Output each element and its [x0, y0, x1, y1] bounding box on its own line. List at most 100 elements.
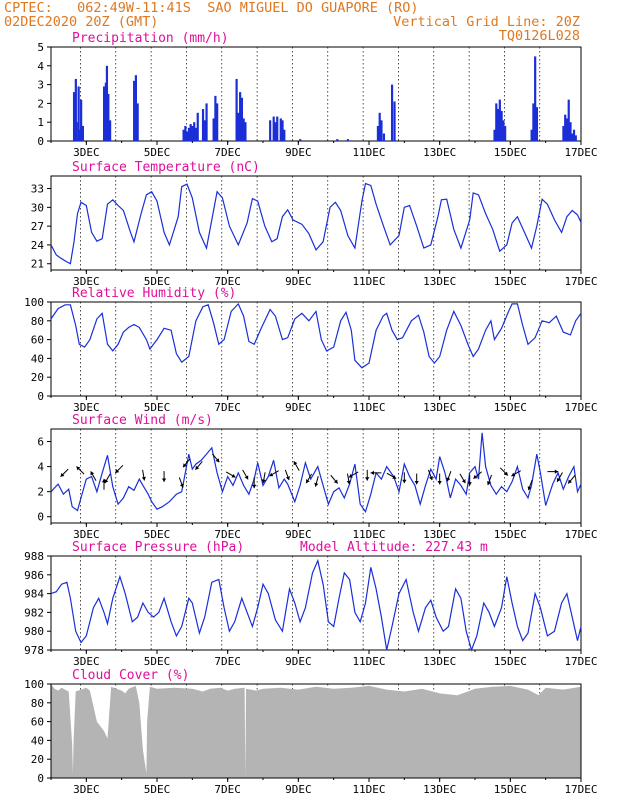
wind-arrowhead — [473, 474, 478, 479]
wind-arrowhead — [261, 479, 266, 483]
panel-2-xtick-label: 9DEC — [285, 275, 312, 288]
panel-5-xtick-label: 17DEC — [564, 655, 597, 668]
panel-3-ytick-label: 80 — [31, 315, 44, 328]
panel-4-ytick-label: 6 — [37, 436, 44, 449]
precip-bar — [281, 120, 284, 141]
precip-bar — [242, 118, 245, 141]
panel-6-ytick-label: 40 — [31, 734, 44, 747]
precip-bar — [214, 95, 217, 141]
precip-bar — [504, 125, 507, 141]
wind-arrowhead — [314, 482, 319, 487]
wind-arrowhead — [252, 484, 257, 489]
panel-5-xtick-label: 11DEC — [352, 655, 385, 668]
precip-bar — [574, 135, 577, 141]
wind-arrowhead — [554, 469, 559, 474]
panel-2-ytick-label: 24 — [31, 239, 45, 252]
precip-bar — [216, 103, 219, 141]
precip-bar — [77, 86, 80, 141]
wind-arrowhead — [392, 475, 397, 479]
precip-bar — [376, 125, 380, 141]
panel-1-title: Precipitation (mm/h) — [72, 31, 229, 46]
wind-arrowhead — [568, 479, 572, 484]
panel-1-xtick-label: 11DEC — [352, 146, 385, 159]
precip-bar — [136, 103, 139, 141]
panel-5-ytick-label: 986 — [24, 569, 44, 582]
panel-1-xtick-label: 9DEC — [285, 146, 312, 159]
panel-2-frame — [50, 175, 582, 271]
precip-bar — [196, 112, 199, 141]
panel-5-ytick-label: 982 — [24, 606, 44, 619]
precip-bar — [187, 127, 190, 141]
panel-1-ytick-label: 4 — [37, 60, 44, 73]
precip-bar — [182, 129, 185, 141]
precip-bar — [382, 133, 386, 141]
precip-bar — [134, 75, 137, 141]
panel-4-xtick-label: 5DEC — [144, 528, 171, 541]
panel-2-ytick-label: 27 — [31, 220, 44, 233]
wind-arrowhead — [306, 479, 310, 484]
panel-2-ytick-label: 33 — [31, 183, 44, 196]
panel-3-ytick-label: 40 — [31, 352, 44, 365]
precip-bar — [276, 116, 279, 141]
precip-bar — [72, 92, 76, 141]
precip-bar — [103, 86, 106, 141]
panel-6-ytick-label: 60 — [31, 716, 44, 729]
panel-2-ytick-label: 30 — [31, 201, 44, 214]
wind-arrowhead — [183, 463, 187, 468]
precip-bar — [562, 125, 565, 141]
precip-bar — [237, 112, 240, 141]
precip-bar — [105, 65, 109, 141]
wind-arrowhead — [486, 481, 491, 486]
precip-bar — [75, 122, 78, 141]
precip-bar — [201, 109, 205, 141]
panel-5-frame — [50, 555, 582, 651]
panel-4-xtick-label: 9DEC — [285, 528, 312, 541]
grid-line-note: Vertical Grid Line: 20Z — [393, 14, 580, 30]
precip-bar — [495, 103, 498, 141]
panel-6-xtick-label: 13DEC — [423, 783, 456, 796]
precip-bar — [272, 116, 275, 141]
panel-3-xtick-label: 11DEC — [352, 401, 385, 414]
panel-1-xtick-label: 15DEC — [494, 146, 527, 159]
wind-arrowhead — [428, 476, 434, 481]
panel-5-xtick-label: 15DEC — [494, 655, 527, 668]
panel-1-xtick-label: 17DEC — [564, 146, 597, 159]
panel-2-xtick-label: 11DEC — [352, 275, 385, 288]
panel-6-xtick-label: 7DEC — [214, 783, 241, 796]
panel-6-frame-top — [50, 683, 582, 779]
panel-6-ytick-label: 20 — [31, 753, 44, 766]
wind-arrowhead — [333, 479, 338, 484]
panel-1-xtick-label: 3DEC — [73, 146, 100, 159]
precip-bar — [299, 139, 302, 141]
panel-2-title: Surface Temperature (nC) — [72, 160, 260, 175]
precip-bar — [502, 120, 505, 141]
panel-3-xtick-label: 7DEC — [214, 401, 241, 414]
panel-5-ytick-label: 980 — [24, 625, 44, 638]
panel-5-ytick-label: 978 — [24, 644, 44, 657]
wind-arrowhead — [467, 482, 472, 486]
precip-bar — [569, 122, 572, 141]
precip-bar — [205, 103, 208, 141]
wind-arrowhead — [161, 478, 167, 482]
panel-5-series-line — [50, 558, 582, 652]
panel-4-xtick-label: 7DEC — [214, 528, 241, 541]
cloud-cover-area — [51, 684, 581, 778]
panel-1-xtick-label: 7DEC — [214, 146, 241, 159]
wind-arrowhead — [527, 486, 532, 491]
precip-bar — [194, 127, 198, 141]
precip-bar — [572, 129, 576, 141]
panel-5-xtick-label: 3DEC — [73, 655, 100, 668]
panel-3-xtick-label: 9DEC — [285, 401, 312, 414]
precip-bar — [346, 139, 349, 141]
panel-6-xtick-label: 17DEC — [564, 783, 597, 796]
panel-3-xtick-label: 15DEC — [494, 401, 527, 414]
panel-6-xtick-label: 15DEC — [494, 783, 527, 796]
panel-1-xtick-label: 5DEC — [144, 146, 171, 159]
panel-6-xtick-label: 11DEC — [352, 783, 385, 796]
precip-bar — [498, 99, 501, 141]
wind-arrowhead — [244, 475, 249, 480]
panel-5-title: Surface Pressure (hPa) — [72, 540, 244, 555]
panel-4-xtick-label: 3DEC — [73, 528, 100, 541]
panel-4-xtick-label: 13DEC — [423, 528, 456, 541]
precip-bar — [109, 120, 112, 141]
